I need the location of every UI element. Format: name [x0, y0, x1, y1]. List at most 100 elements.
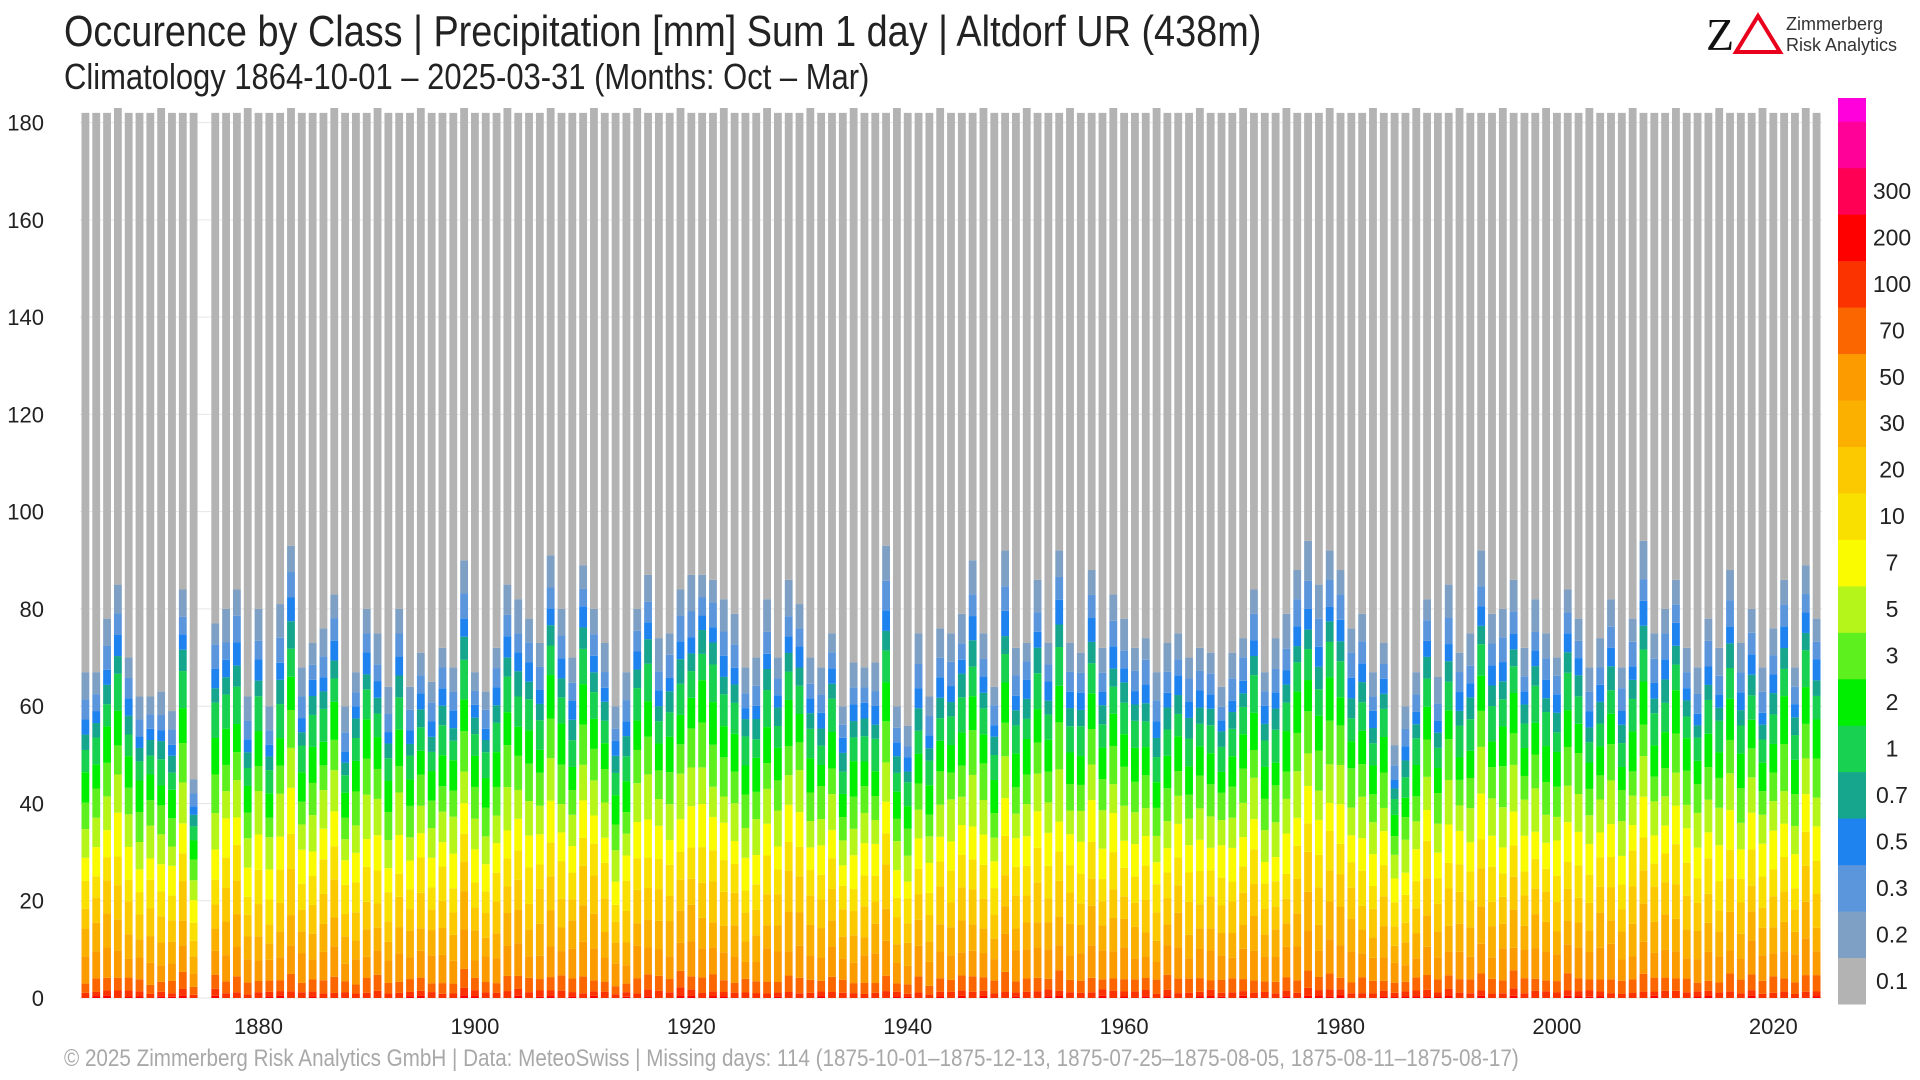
bar-segment	[384, 921, 393, 942]
bar-segment	[135, 696, 144, 720]
bar-segment	[1726, 667, 1734, 699]
bar-segment	[1163, 989, 1172, 997]
bar-segment	[1012, 981, 1020, 993]
bar-segment	[828, 946, 836, 977]
bar-segment	[1304, 112, 1312, 541]
bar-segment	[698, 680, 707, 723]
bar-segment	[276, 765, 285, 794]
bar-segment	[1120, 702, 1129, 735]
bar-segment	[1423, 656, 1431, 679]
bar-segment	[1401, 996, 1410, 998]
bar-segment	[1769, 992, 1778, 998]
bar-segment	[622, 781, 631, 813]
bar-segment	[373, 697, 382, 714]
bar-segment	[1444, 739, 1453, 780]
bar-segment	[1217, 996, 1226, 998]
colorbar-swatch	[1838, 98, 1866, 122]
bar-segment	[1066, 642, 1074, 672]
bar-segment	[709, 702, 717, 745]
bar-segment	[1455, 979, 1464, 993]
bar-segment	[1390, 878, 1399, 903]
bar-segment	[1141, 865, 1150, 901]
bar-segment	[1433, 878, 1442, 904]
bar-segment	[460, 108, 469, 561]
bar-segment	[914, 688, 923, 709]
bar-segment	[1076, 980, 1085, 993]
bar-segment	[1682, 700, 1691, 717]
bar-segment	[903, 993, 912, 997]
colorbar-label: 2	[1886, 689, 1899, 715]
bar-segment	[113, 656, 122, 674]
bar-segment	[644, 947, 652, 975]
bar-segment	[1131, 747, 1139, 782]
bar-segment	[1585, 815, 1594, 844]
colorbar-swatch	[1838, 818, 1866, 866]
bar-segment	[1044, 681, 1053, 701]
bar-segment	[1585, 667, 1594, 692]
bar-segment	[1639, 991, 1648, 998]
bar-segment	[871, 771, 880, 797]
bar-segment	[1812, 659, 1821, 681]
bar-segment	[1715, 931, 1724, 957]
bar-segment	[438, 900, 447, 928]
bar-segment	[1812, 719, 1821, 759]
bar-segment	[168, 789, 176, 819]
bar-segment	[1336, 945, 1345, 978]
bar-segment	[1780, 921, 1789, 952]
bar-segment	[351, 984, 360, 994]
bar-segment	[1358, 953, 1367, 978]
bar-segment	[168, 920, 176, 942]
bar-segment	[644, 701, 652, 737]
bar-segment	[1141, 956, 1150, 978]
bar-segment	[968, 730, 977, 775]
bar-segment	[806, 992, 815, 998]
bar-segment	[1098, 979, 1107, 990]
bar-segment	[481, 913, 490, 938]
bar-segment	[1650, 995, 1659, 998]
bar-segment	[1455, 672, 1464, 693]
bar-segment	[784, 775, 793, 805]
bar-segment	[1347, 982, 1356, 994]
bar-segment	[232, 992, 241, 998]
bar-segment	[1617, 766, 1626, 791]
bar-segment	[81, 772, 90, 803]
bar-segment	[1672, 733, 1680, 773]
bar-segment	[1791, 112, 1799, 668]
bar-segment	[1769, 743, 1778, 773]
bar-segment	[838, 992, 847, 998]
bar-segment	[1628, 824, 1637, 851]
bar-segment	[276, 869, 285, 904]
bar-segment	[1704, 951, 1713, 981]
bar-segment	[222, 955, 230, 982]
bar-segment	[535, 689, 544, 704]
bar-segment	[1553, 786, 1561, 817]
bar-segment	[1812, 826, 1821, 861]
bar-segment	[1401, 922, 1410, 943]
bar-segment	[1314, 689, 1323, 716]
bar-segment	[600, 862, 609, 899]
bar-segment	[611, 112, 620, 707]
bar-segment	[1228, 933, 1237, 958]
bar-segment	[308, 933, 317, 960]
bar-segment	[222, 857, 230, 888]
bar-segment	[1498, 847, 1507, 874]
bar-segment	[362, 719, 371, 759]
bar-segment	[146, 755, 155, 775]
bar-segment	[1412, 977, 1421, 991]
bar-segment	[654, 638, 663, 672]
bar-segment	[914, 633, 923, 665]
bar-segment	[1520, 871, 1529, 896]
bar-segment	[460, 987, 469, 996]
bar-segment	[957, 952, 966, 976]
bar-segment	[1239, 995, 1248, 998]
bar-segment	[838, 793, 847, 818]
bar-segment	[297, 732, 306, 746]
bar-segment	[1693, 991, 1702, 997]
bar-segment	[1747, 112, 1756, 609]
bar-segment	[481, 778, 490, 808]
bar-segment	[1033, 612, 1042, 632]
bar-segment	[806, 698, 815, 714]
bar-segment	[481, 937, 490, 957]
bar-segment	[92, 711, 101, 724]
bar-segment	[709, 786, 717, 817]
